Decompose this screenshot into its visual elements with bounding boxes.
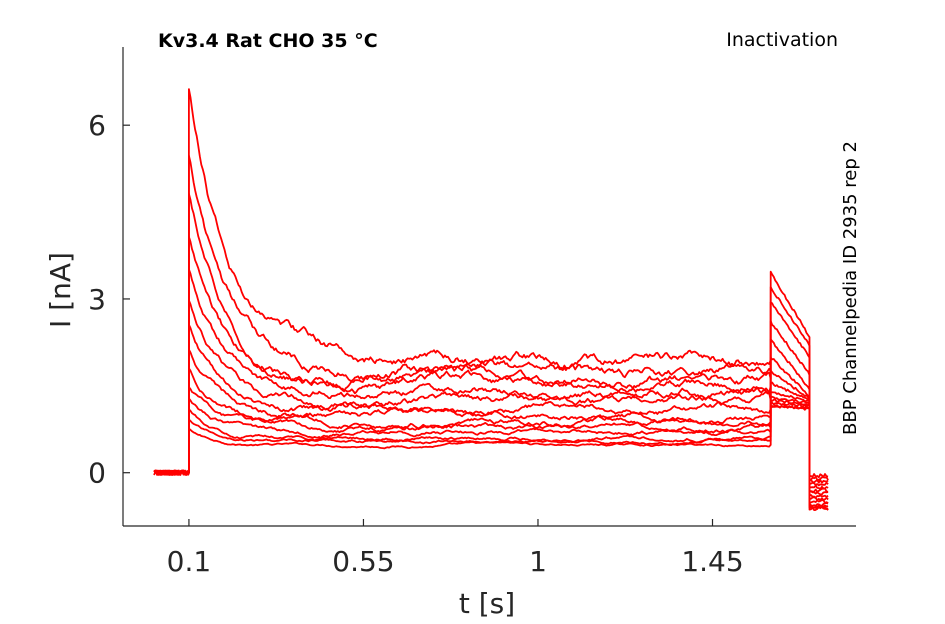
x-ticks: 0.1 0.55 1 1.45 xyxy=(167,519,744,578)
trace-line xyxy=(153,367,829,493)
trace-line xyxy=(153,323,829,499)
y-axis-label: I [nA] xyxy=(44,252,77,328)
trace-line xyxy=(153,88,829,511)
trace-line xyxy=(153,404,829,481)
x-tick-label: 1.45 xyxy=(681,545,743,578)
trace-line xyxy=(153,397,829,487)
trace-line xyxy=(153,268,829,504)
traces xyxy=(153,88,829,511)
y-tick-label: 0 xyxy=(88,457,106,490)
trace-line xyxy=(153,192,829,508)
x-tick-label: 1 xyxy=(529,545,547,578)
x-axis-label: t [s] xyxy=(459,587,515,620)
y-tick-label: 3 xyxy=(88,283,106,316)
trace-line xyxy=(153,235,829,508)
y-ticks: 0 3 6 xyxy=(88,109,130,490)
chart-title: Kv3.4 Rat CHO 35 °C xyxy=(158,30,378,52)
protocol-label: Inactivation xyxy=(726,29,838,51)
x-tick-label: 0.55 xyxy=(332,545,394,578)
trace-line xyxy=(153,299,829,501)
y-tick-label: 6 xyxy=(88,109,106,142)
trace-line xyxy=(153,401,829,484)
trace-line xyxy=(153,154,829,510)
x-tick-label: 0.1 xyxy=(167,545,212,578)
side-note: BBP Channelpedia ID 2935 rep 2 xyxy=(840,141,861,435)
trace-line xyxy=(153,386,829,490)
